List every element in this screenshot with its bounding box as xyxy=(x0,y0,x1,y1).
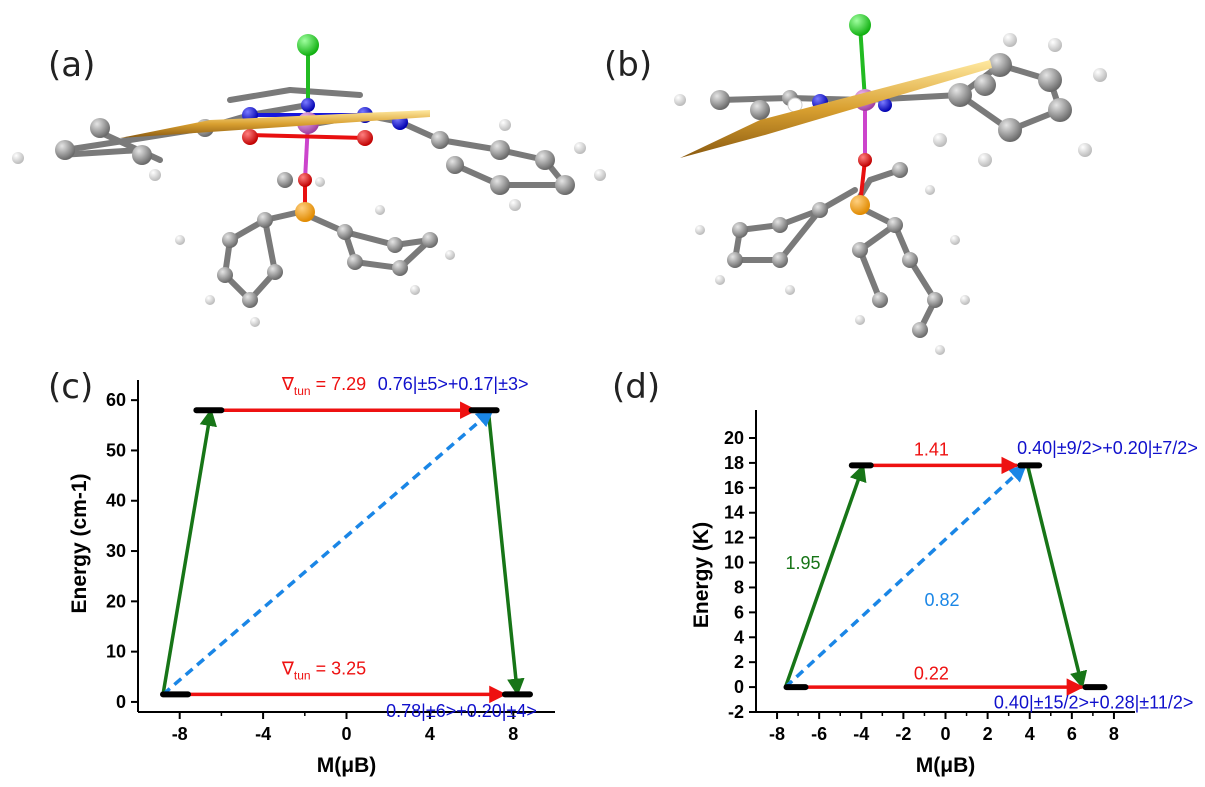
c-annotation: 0.78|±6>+0.20|±4> xyxy=(386,701,537,721)
c-y-tick-label: 10 xyxy=(106,642,126,662)
d-x-tick-label: -4 xyxy=(853,724,869,744)
d-x-tick-label: 8 xyxy=(1109,724,1119,744)
d-annotation: 1.95 xyxy=(785,553,820,573)
c-arrow-green xyxy=(161,408,217,695)
c-y-tick-label: 20 xyxy=(106,591,126,611)
d-y-tick-label: -2 xyxy=(728,702,744,722)
c-arrow-green xyxy=(486,410,525,697)
d-y-tick-label: 0 xyxy=(734,677,744,697)
d-x-tick-label: -2 xyxy=(895,724,911,744)
d-x-tick-label: 2 xyxy=(983,724,993,744)
d-y-tick-label: 18 xyxy=(724,453,744,473)
d-x-tick-label: -8 xyxy=(769,724,785,744)
c-annotation: ∇tun = 7.29 xyxy=(281,374,366,398)
d-y-tick-label: 4 xyxy=(734,627,744,647)
d-annotation: 0.40|±15/2>+0.28|±11/2> xyxy=(994,692,1193,712)
c-annotation: 0.76|±5>+0.17|±3> xyxy=(378,374,529,394)
c-x-tick-label: -8 xyxy=(172,724,188,744)
d-x-tick-label: 4 xyxy=(1025,724,1035,744)
d-annotation: 0.82 xyxy=(924,590,959,610)
d-arrow-green xyxy=(783,463,867,688)
panel-label-d: (d) xyxy=(612,367,661,407)
d-y-axis-label: Energy (K) xyxy=(690,522,713,628)
c-x-tick-label: 4 xyxy=(425,724,435,744)
d-y-tick-label: 6 xyxy=(734,602,744,622)
d-x-tick-label: -6 xyxy=(811,724,827,744)
d-y-tick-label: 16 xyxy=(724,478,744,498)
d-annotation: 1.41 xyxy=(914,439,949,459)
c-annotation: ∇tun = 3.25 xyxy=(281,658,366,682)
anisotropy-axis-arrow-a xyxy=(120,110,430,138)
panel-label-b: (b) xyxy=(604,45,653,85)
anisotropy-axis-arrow-b xyxy=(680,60,992,158)
d-y-tick-label: 2 xyxy=(734,652,744,672)
c-arrow-blue xyxy=(161,408,494,696)
d-annotation: 0.40|±9/2>+0.20|±7/2> xyxy=(1017,438,1198,458)
c-y-tick-label: 60 xyxy=(106,390,126,410)
panel-label-c: (c) xyxy=(48,367,94,407)
d-x-axis-label: M(μB) xyxy=(916,754,976,777)
panel-label-a: (a) xyxy=(48,45,96,85)
d-x-tick-label: 0 xyxy=(940,724,950,744)
c-y-tick-label: 30 xyxy=(106,541,126,561)
c-y-tick-label: 40 xyxy=(106,491,126,511)
d-y-tick-label: 10 xyxy=(724,553,744,573)
d-y-tick-label: 8 xyxy=(734,577,744,597)
d-arrow-green xyxy=(1025,464,1088,689)
c-y-tick-label: 0 xyxy=(116,692,126,712)
d-y-tick-label: 12 xyxy=(724,528,744,548)
d-arrow-blue xyxy=(784,464,1027,689)
d-y-tick-label: 14 xyxy=(724,503,744,523)
c-x-axis-label: M(μB) xyxy=(317,754,377,777)
c-y-axis-label: Energy (cm-1) xyxy=(68,473,91,613)
c-x-tick-label: -4 xyxy=(255,724,271,744)
c-x-tick-label: 8 xyxy=(508,724,518,744)
d-x-tick-label: 6 xyxy=(1067,724,1077,744)
c-x-tick-label: 0 xyxy=(341,724,351,744)
c-y-tick-label: 50 xyxy=(106,440,126,460)
d-annotation: 0.22 xyxy=(914,664,949,684)
d-y-tick-label: 20 xyxy=(724,428,744,448)
